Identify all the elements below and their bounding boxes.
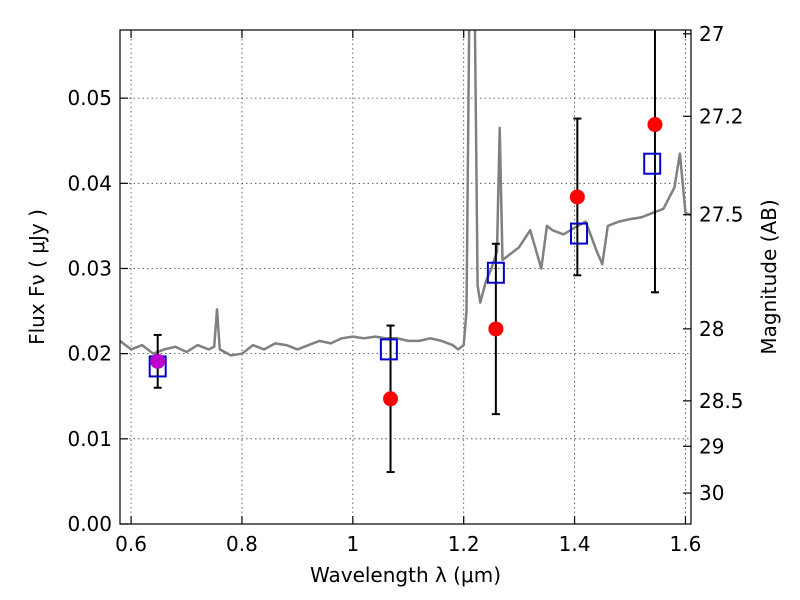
plot-area [120,30,691,474]
model-point [570,222,589,245]
plot-frame [119,29,692,525]
tick-labels: 0.6 0.8 1 1.2 1.4 1.6 0.00 0.01 0.02 0.03 0.04 0.05… [67,22,743,556]
observed-point [488,321,504,337]
y-tick-label: 0.04 [67,171,112,195]
model-point [643,152,662,175]
y-axis-title: Flux Fν ( μJy ) [25,209,49,345]
y2-tick-label: 30 [699,481,724,505]
y-tick-label: 0.00 [67,512,112,536]
x-tick-label: 0.6 [115,532,147,556]
y-tick-label: 0.01 [67,427,112,451]
y2-tick-label: 28 [699,317,724,341]
y-tick-label: 0.02 [67,342,112,366]
x-axis-title: Wavelength λ (μm) [310,563,501,587]
x-tick-label: 1.4 [559,532,591,556]
x-tick-label: 1 [346,532,359,556]
y2-axis-title: Magnitude (AB) [757,199,781,354]
grid-lines [120,30,691,525]
y2-tick-label: 27.2 [699,104,744,128]
x-tick-label: 0.8 [226,532,258,556]
sed-line [120,30,691,357]
x-tick-label: 1.2 [448,532,480,556]
y2-tick-label: 27.5 [699,203,744,227]
y2-tick-label: 29 [699,434,724,458]
optical-point [150,353,166,369]
observed-point [383,391,399,407]
x-tick-label: 1.6 [670,532,702,556]
axis-ticks [120,30,691,525]
model-point [486,261,505,284]
y-tick-label: 0.05 [67,86,112,110]
observed-point [647,117,663,133]
y2-tick-label: 28.5 [699,389,744,413]
model-point [379,338,398,361]
y2-tick-label: 27 [699,22,724,46]
observed-point [569,189,585,205]
y-tick-label: 0.03 [67,256,112,280]
